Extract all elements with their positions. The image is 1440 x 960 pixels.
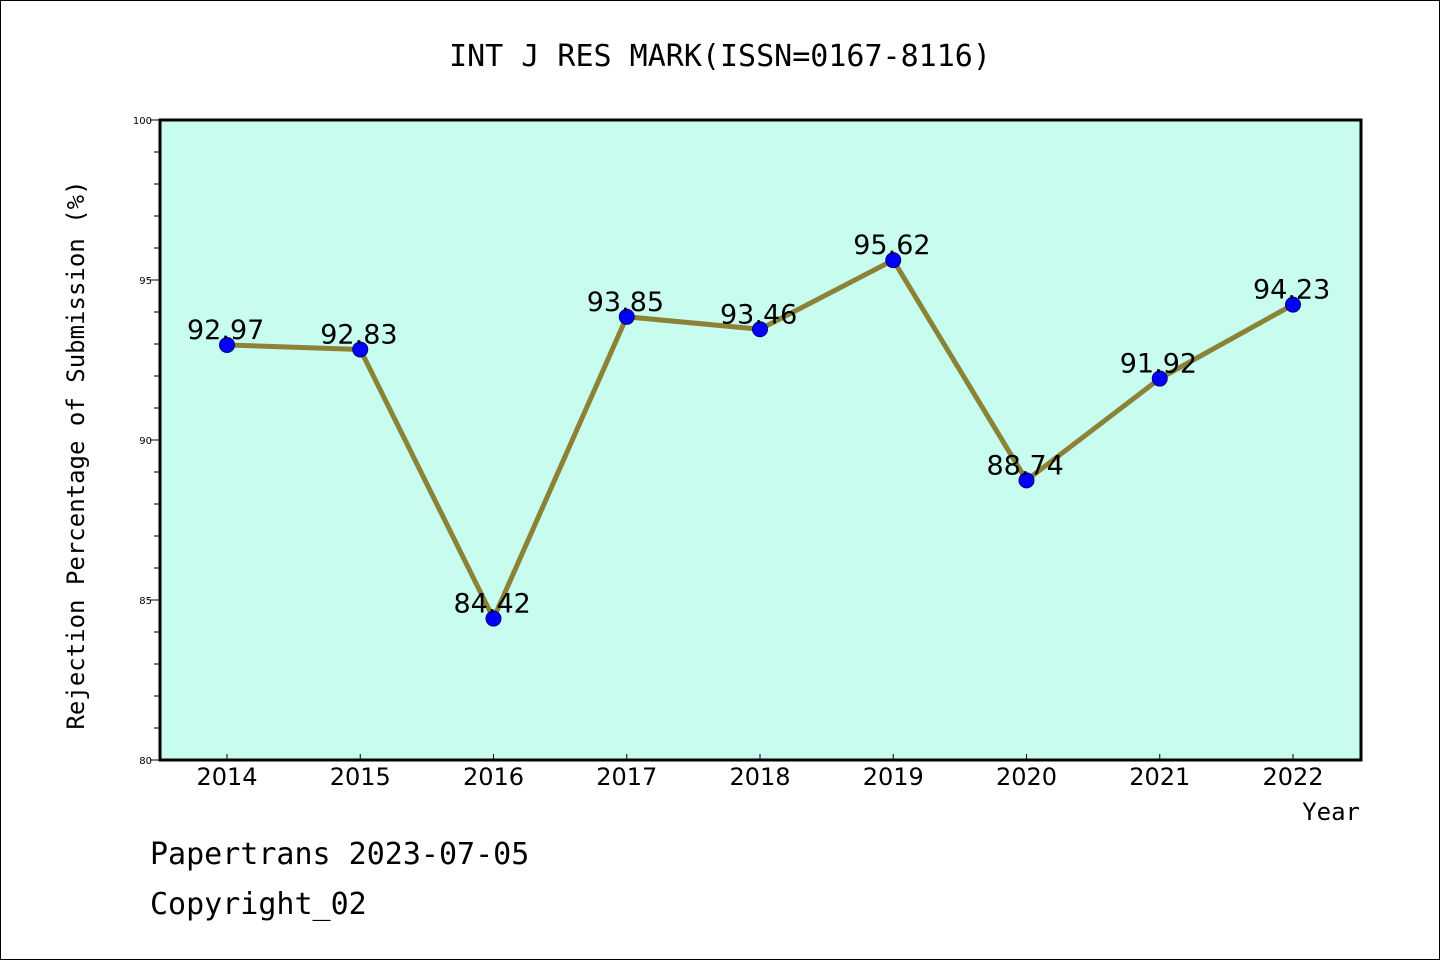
x-axis: 2014 2015 2016 2017 2018 2019 2020 2021 2022 [196, 754, 1324, 791]
data-label-2019: 95.62 [853, 230, 930, 261]
x-tick-label: 2019 [863, 763, 924, 791]
data-point-2016 [485, 610, 502, 627]
footer-copyright: Copyright_02 [150, 887, 367, 922]
x-tick-label: 2016 [463, 763, 524, 791]
x-tick-label: 2021 [1129, 763, 1190, 791]
chart-title: INT J RES MARK(ISSN=0167-8116) [449, 39, 991, 74]
y-tick-label: 80 [139, 756, 152, 767]
y-tick-label: 85 [139, 596, 152, 607]
y-tick-label: 100 [133, 116, 152, 127]
y-tick-label: 95 [139, 276, 152, 287]
x-tick-label: 2015 [330, 763, 391, 791]
data-point-2017 [618, 308, 635, 325]
data-point-2020 [1018, 472, 1035, 489]
y-axis: 80 85 90 95 100 [133, 116, 160, 767]
x-axis-label: Year [1302, 798, 1360, 826]
data-point-2022 [1285, 296, 1301, 313]
data-label-2017: 93.85 [587, 287, 664, 318]
y-axis-label: Rejection Percentage of Submission (%) [62, 180, 90, 729]
x-tick-label: 2017 [596, 763, 657, 791]
footer-source: Papertrans 2023-07-05 [150, 837, 529, 872]
x-tick-label: 2014 [196, 763, 257, 791]
data-point-2019 [885, 252, 902, 269]
data-point-2015 [352, 341, 369, 358]
data-label-2018: 93.46 [720, 299, 797, 330]
data-point-2021 [1151, 370, 1168, 387]
data-label-2021: 91.92 [1120, 349, 1197, 380]
y-tick-label: 90 [139, 436, 152, 447]
plot-area [158, 118, 1363, 762]
data-point-2018 [752, 321, 768, 338]
data-label-2022: 94.23 [1253, 275, 1330, 306]
x-tick-label: 2018 [729, 763, 790, 791]
data-label-2015: 92.83 [320, 319, 397, 350]
data-label-2020: 88.74 [987, 450, 1064, 481]
x-tick-label: 2022 [1262, 763, 1323, 791]
x-tick-label: 2020 [996, 763, 1057, 791]
data-labels: 92.97 92.83 84.42 93.85 93.46 95.62 88.74 91.92… [187, 230, 1330, 619]
data-label-2014: 92.97 [187, 315, 264, 346]
data-point-2014 [219, 336, 235, 353]
data-points [219, 252, 1301, 627]
data-label-2016: 84.42 [454, 589, 531, 620]
